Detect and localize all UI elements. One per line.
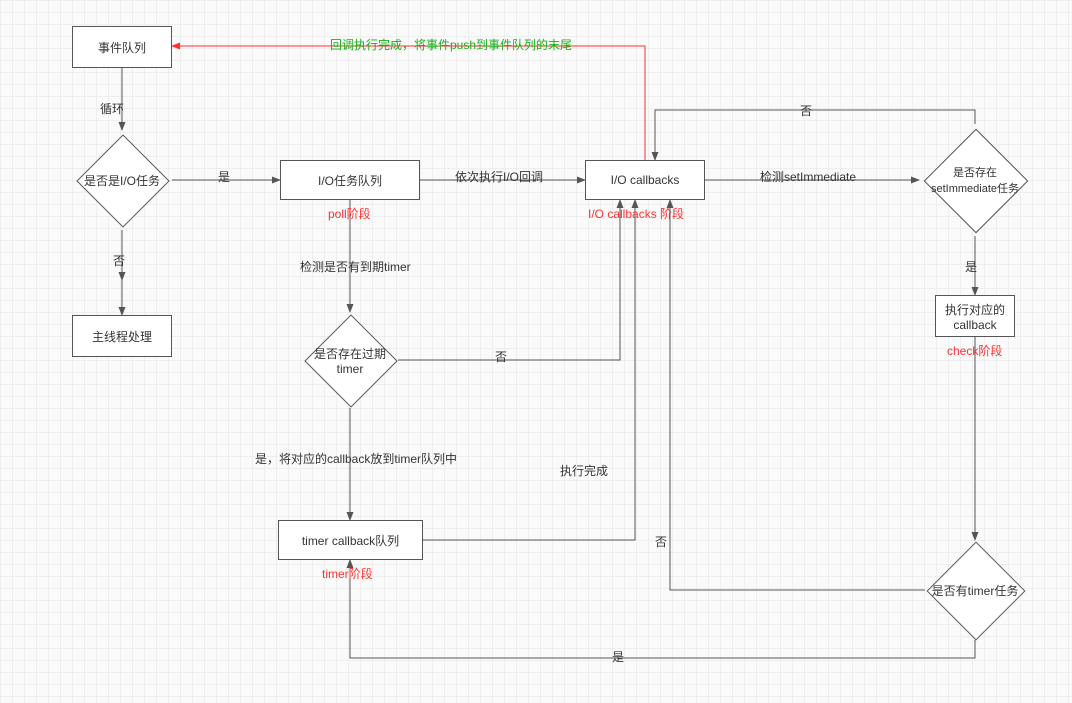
node-io-callbacks: I/O callbacks: [585, 160, 705, 200]
edge-label-timer-task-no: 否: [655, 533, 667, 550]
edge-label-si-yes: 是: [965, 258, 977, 275]
edge-label-detect-expired: 检测是否有到期timer: [300, 258, 411, 275]
node-label: 执行对应的callback: [940, 301, 1010, 332]
phase-label-check: check阶段: [947, 342, 1002, 359]
phase-label-io-callbacks: I/O callbacks 阶段: [588, 205, 684, 222]
edge-label-expired-yes: 是，将对应的callback放到timer队列中: [255, 450, 457, 467]
node-label: 事件队列: [98, 39, 146, 56]
edge-label-expired-no: 否: [495, 348, 507, 365]
node-is-io: 是否是I/O任务: [72, 130, 172, 230]
edge-label-green: 回调执行完成，将事件push到事件队列的末尾: [330, 36, 572, 53]
node-main-thread: 主线程处理: [72, 315, 172, 357]
node-label: 主线程处理: [92, 328, 152, 345]
node-label: 是否是I/O任务: [78, 172, 166, 189]
node-label: timer callback队列: [302, 532, 399, 549]
node-timer-cb-queue: timer callback队列: [278, 520, 423, 560]
edge-label-is-no: 否: [113, 252, 125, 269]
node-label: 是否存在过期timer: [302, 345, 398, 376]
node-event-queue: 事件队列: [72, 26, 172, 68]
node-has-expired-timer: 是否存在过期timer: [302, 312, 398, 408]
edge-label-exec-io-cb: 依次执行I/O回调: [455, 168, 543, 185]
edge-label-exec-done: 执行完成: [560, 462, 608, 479]
phase-label-poll: poll阶段: [328, 205, 371, 222]
node-label: 是否有timer任务: [926, 582, 1025, 599]
node-io-queue: I/O任务队列: [280, 160, 420, 200]
node-label: I/O callbacks: [611, 173, 680, 187]
flowchart-stage: 事件队列 主线程处理 I/O任务队列 I/O callbacks timer c…: [0, 0, 1072, 703]
edge-label-detect-set-immediate: 检测setImmediate: [760, 168, 856, 185]
node-has-set-immediate: 是否存在setImmediate任务: [919, 124, 1031, 236]
node-label: I/O任务队列: [318, 172, 382, 189]
node-exec-callback: 执行对应的callback: [935, 295, 1015, 337]
phase-label-timer: timer阶段: [322, 565, 373, 582]
node-label: 是否存在setImmediate任务: [919, 164, 1031, 196]
edge-label-timer-task-yes: 是: [612, 648, 624, 665]
edge-label-si-no: 否: [800, 102, 812, 119]
edge-label-is-yes: 是: [218, 168, 230, 185]
node-has-timer-task: 是否有timer任务: [925, 540, 1025, 640]
edge-label-loop: 循环: [100, 100, 124, 117]
